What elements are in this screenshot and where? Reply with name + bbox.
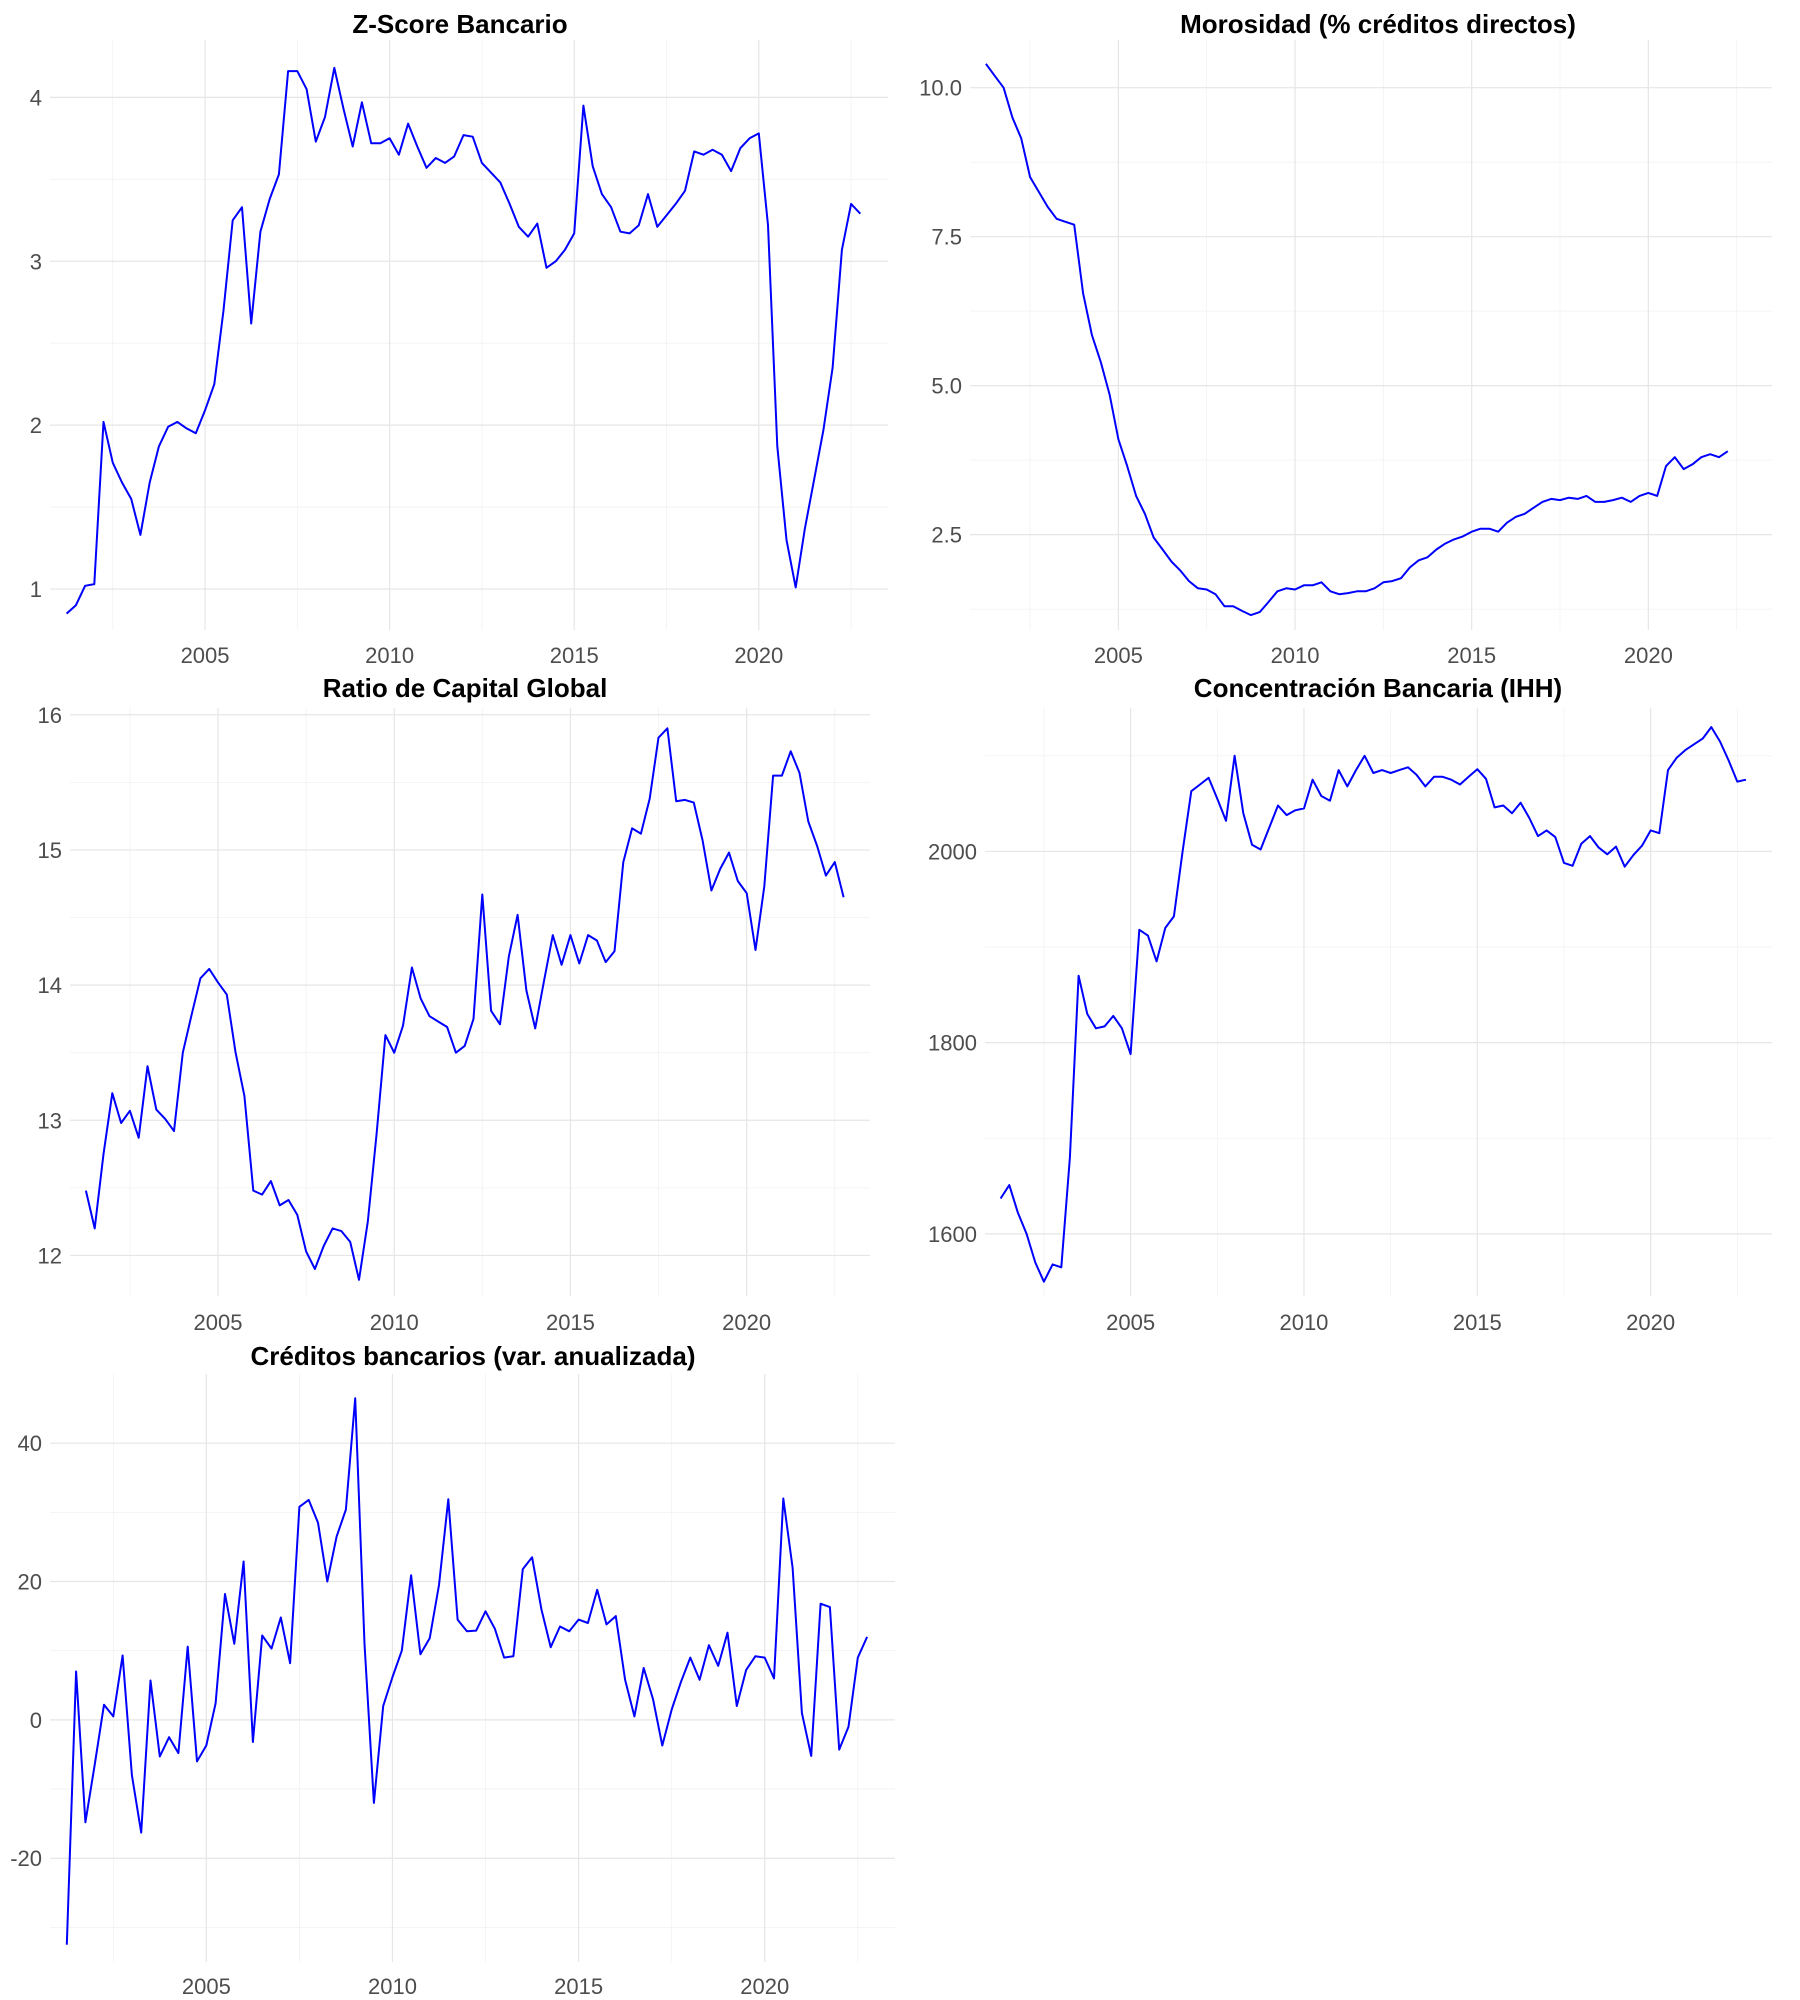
x-tick-label: 2015 [1447,643,1496,668]
y-tick-label: 14 [38,973,62,998]
y-tick-label: 16 [38,703,62,728]
panel-title: Morosidad (% créditos directos) [1180,9,1576,39]
y-tick-label: 12 [38,1243,62,1268]
x-tick-label: 2015 [546,1310,595,1335]
y-tick-label: 13 [38,1108,62,1133]
panel-3: 12 13 14 15 16 2005 2010 2015 2020 Ratio de Capit… [38,673,870,1335]
series-line [65,66,862,615]
panel-5: -20 0 20 40 2005 2010 2015 2020 Créditos bancari… [10,1341,895,1999]
x-tick-label: 2020 [722,1310,771,1335]
x-tick-label: 2010 [365,643,414,668]
y-tick-label: 5.0 [931,374,962,399]
y-tick-label: 2000 [928,839,977,864]
y-tick-label: 3 [30,249,42,274]
panel-2: 2.5 5.0 7.5 10.0 2005 2010 2015 2020 Morosidad (… [919,9,1772,668]
series-line [84,727,845,1281]
x-tick-label: 2020 [740,1974,789,1999]
x-tick-label: 2015 [1453,1310,1502,1335]
y-tick-label: 15 [38,838,62,863]
panel-title: Ratio de Capital Global [323,673,608,703]
y-tick-label: 1800 [928,1031,977,1056]
y-tick-label: 2.5 [931,523,962,548]
series-line [65,1397,869,1945]
x-tick-label: 2010 [1271,643,1320,668]
x-tick-label: 2010 [1279,1310,1328,1335]
series-line [999,726,1747,1283]
x-tick-label: 2010 [370,1310,419,1335]
y-tick-label: 20 [18,1570,42,1595]
x-tick-label: 2015 [550,643,599,668]
panel-title: Z-Score Bancario [352,9,567,39]
y-tick-label: 10.0 [919,76,962,101]
x-tick-label: 2015 [554,1974,603,1999]
y-tick-label: 4 [30,85,42,110]
x-tick-label: 2005 [181,643,230,668]
x-tick-label: 2005 [194,1310,243,1335]
y-tick-label: -20 [10,1846,42,1871]
y-tick-label: 1 [30,577,42,602]
y-tick-label: 0 [30,1708,42,1733]
x-tick-label: 2010 [368,1974,417,1999]
x-tick-label: 2020 [1626,1310,1675,1335]
y-tick-label: 1600 [928,1222,977,1247]
panel-4: 1600 1800 2000 2005 2010 2015 2020 Concentració… [928,673,1772,1335]
y-tick-label: 7.5 [931,225,962,250]
x-tick-label: 2005 [182,1974,231,1999]
panel-1: 1 2 3 4 2005 2010 2015 2020 Z-Score Bancario [30,9,888,668]
series-line [985,63,1729,617]
x-tick-label: 2020 [1624,643,1673,668]
x-tick-label: 2005 [1106,1310,1155,1335]
y-tick-label: 2 [30,413,42,438]
y-tick-label: 40 [18,1431,42,1456]
x-tick-label: 2020 [734,643,783,668]
x-tick-label: 2005 [1094,643,1143,668]
panel-title: Créditos bancarios (var. anualizada) [250,1341,695,1371]
panel-title: Concentración Bancaria (IHH) [1194,673,1562,703]
